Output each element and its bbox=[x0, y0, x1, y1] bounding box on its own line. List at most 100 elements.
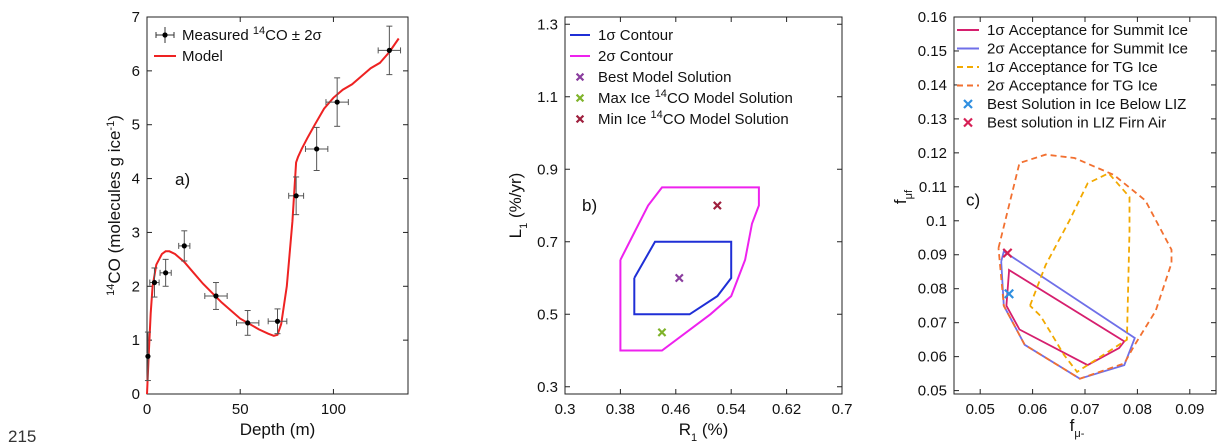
b-series-3-marker bbox=[674, 273, 684, 283]
b-legend-5-post: CO Model Solution bbox=[663, 111, 789, 128]
a-ytick-label: 0 bbox=[132, 386, 140, 403]
a-measured-point bbox=[267, 308, 288, 335]
b-xtick-label: 0.7 bbox=[832, 401, 853, 418]
panel-c-acceptance-regions: 0.05 0.06 0.07 0.08 0.09 0.05 0.06 0.07 0.08 0.09… bbox=[891, 9, 1217, 440]
b-y-axis-label: L1 (%/yr) bbox=[506, 173, 530, 239]
a-legend-measured-post: CO ± 2σ bbox=[265, 27, 322, 44]
c-series-1-region bbox=[1005, 268, 1126, 367]
b-legend-4-post: CO Model Solution bbox=[667, 90, 793, 107]
b-series-2-contour bbox=[619, 186, 760, 352]
a-ytick-label: 5 bbox=[132, 117, 140, 134]
a-legend-errorbar-glyph bbox=[162, 32, 168, 38]
a-ytick-label: 3 bbox=[132, 224, 140, 241]
c-xtick-label: 0.07 bbox=[1070, 401, 1099, 418]
b-xtick-label: 0.62 bbox=[772, 401, 801, 418]
b-legend-label-2: 2σ Contour bbox=[598, 48, 673, 65]
c-xtick-label: 0.06 bbox=[1018, 401, 1047, 418]
c-ytick-label: 0.16 bbox=[918, 9, 947, 26]
a-ytick-label: 6 bbox=[132, 63, 140, 80]
c-ytick-label: 0.11 bbox=[919, 179, 947, 196]
c-ytick-label: 0.06 bbox=[918, 349, 947, 366]
b-legend-5-sup: 14 bbox=[651, 109, 663, 121]
c-legend-label-3: 1σ Acceptance for TG Ice bbox=[987, 59, 1158, 76]
c-xtick-label: 0.05 bbox=[966, 401, 995, 418]
b-legend-label-1: 1σ Contour bbox=[598, 27, 673, 44]
b-ylabel-sub: 1 bbox=[518, 223, 530, 229]
c-ytick-label: 0.05 bbox=[918, 383, 947, 400]
b-ytick-label: 1.3 bbox=[537, 16, 558, 33]
c-series-3-region bbox=[1029, 172, 1131, 374]
b-ytick-label: 0.3 bbox=[537, 379, 558, 396]
c-xtick-label: 0.08 bbox=[1123, 401, 1152, 418]
c-ylabel-sub: μf bbox=[903, 189, 915, 199]
c-xlabel-main: f bbox=[1070, 416, 1075, 435]
a-ylabel-main: CO (molecules g ice bbox=[105, 131, 124, 284]
b-ylabel-post: (%/yr) bbox=[506, 173, 525, 223]
c-xtick-label: 0.09 bbox=[1175, 401, 1204, 418]
b-xlabel-sub: 1 bbox=[691, 432, 697, 444]
a-data-marker bbox=[213, 293, 219, 299]
c-ytick-label: 0.09 bbox=[918, 247, 947, 264]
a-measured-point bbox=[377, 25, 402, 76]
a-measured-point bbox=[149, 267, 160, 298]
a-ylabel-post: ) bbox=[105, 115, 124, 121]
c-legend-swatch bbox=[963, 99, 973, 109]
c-ytick-label: 0.07 bbox=[918, 315, 947, 332]
c-legend-label-4: 2σ Acceptance for TG Ice bbox=[987, 78, 1158, 95]
a-ytick-label: 4 bbox=[132, 171, 140, 188]
c-legend-swatch bbox=[963, 117, 973, 128]
b-xlabel-post: (%) bbox=[697, 420, 728, 439]
b-legend-swatch bbox=[575, 93, 585, 103]
a-xtick-label: 0 bbox=[143, 401, 151, 418]
a-measured-point bbox=[178, 230, 191, 262]
b-ytick-label: 0.7 bbox=[537, 234, 558, 251]
a-measured-point bbox=[235, 310, 260, 336]
a-legend-measured-sup: 14 bbox=[253, 25, 265, 37]
b-legend-swatch bbox=[575, 114, 585, 124]
a-ylabel-sup: 14 bbox=[105, 284, 117, 296]
c-ytick-label: 0.14 bbox=[918, 77, 947, 94]
a-data-marker bbox=[145, 353, 151, 359]
a-data-marker bbox=[293, 193, 299, 199]
a-ytick-label: 7 bbox=[132, 9, 140, 26]
c-xlabel-sub: μ- bbox=[1074, 428, 1084, 440]
a-ylabel-sup: -1 bbox=[105, 121, 117, 131]
a-ytick-label: 1 bbox=[132, 332, 140, 349]
c-legend-label-1: 1σ Acceptance for Summit Ice bbox=[987, 22, 1188, 39]
b-plot-frame bbox=[564, 16, 843, 395]
a-measured-point bbox=[144, 331, 151, 382]
b-legend-label-5: Min Ice 14CO Model Solution bbox=[598, 109, 789, 128]
a-legend-model-label: Model bbox=[182, 48, 223, 65]
b-series-5-marker bbox=[712, 201, 722, 210]
a-legend-measured-label: Measured 14CO ± 2σ bbox=[182, 25, 323, 44]
c-legend-label-5: Best Solution in Ice Below LIZ bbox=[987, 96, 1186, 113]
b-xtick-label: 0.3 bbox=[555, 401, 576, 418]
c-ytick-label: 0.08 bbox=[918, 281, 947, 298]
b-xlabel-main: R bbox=[679, 420, 691, 439]
a-model-line bbox=[146, 37, 400, 395]
b-legend-swatch bbox=[575, 72, 585, 82]
b-panel-label: b) bbox=[582, 196, 597, 215]
b-ytick-label: 0.5 bbox=[537, 306, 558, 323]
a-xtick-label: 50 bbox=[232, 401, 249, 418]
c-ytick-label: 0.12 bbox=[918, 145, 947, 162]
b-series-1-contour bbox=[633, 240, 733, 316]
c-series-6-marker bbox=[1002, 248, 1013, 259]
a-y-axis-label: 14CO (molecules g ice-1) bbox=[105, 115, 124, 296]
b-legend-5-main: Min Ice bbox=[598, 111, 651, 128]
a-data-marker bbox=[334, 99, 340, 105]
line-number: 215 bbox=[8, 427, 36, 444]
c-series-4-region bbox=[997, 153, 1173, 380]
b-xtick-label: 0.46 bbox=[661, 401, 690, 418]
b-ytick-label: 1.1 bbox=[537, 89, 558, 106]
a-panel-label: a) bbox=[175, 170, 190, 189]
c-legend-label-2: 2σ Acceptance for Summit Ice bbox=[987, 41, 1188, 58]
c-ytick-label: 0.13 bbox=[918, 111, 947, 128]
a-data-marker bbox=[245, 320, 251, 326]
a-measured-point bbox=[325, 77, 349, 127]
a-x-axis-label: Depth (m) bbox=[240, 420, 316, 439]
c-legend-label-6: Best solution in LIZ Firn Air bbox=[987, 115, 1166, 132]
b-x-axis-label: R1 (%) bbox=[679, 420, 729, 444]
